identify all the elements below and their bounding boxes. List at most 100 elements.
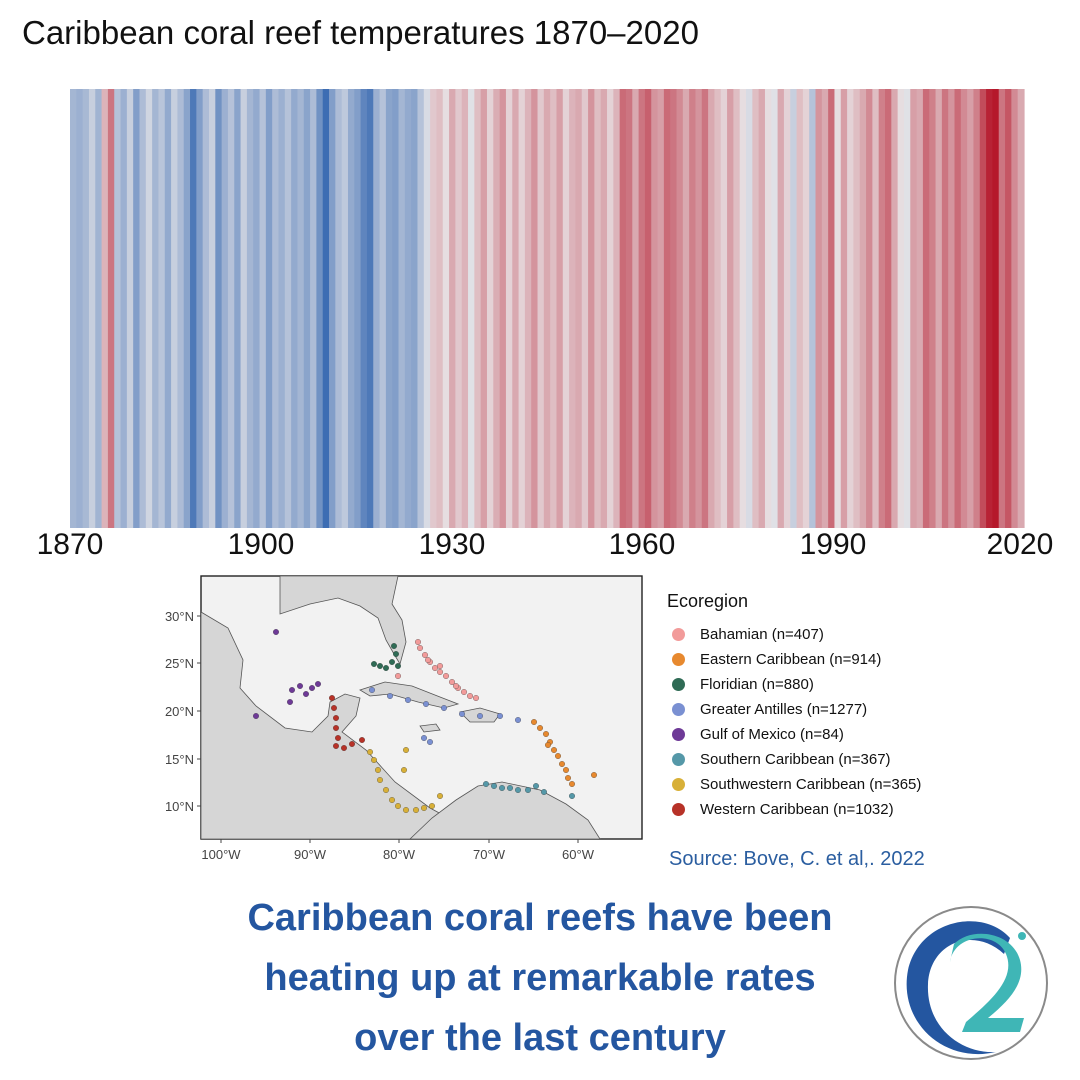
reef-site-point — [425, 657, 431, 663]
reef-site-point — [563, 767, 569, 773]
legend-item: Eastern Caribbean (n=914) — [672, 648, 881, 670]
legend-label: Gulf of Mexico (n=84) — [700, 725, 844, 743]
year-stripe — [101, 89, 109, 528]
year-stripe — [847, 89, 855, 528]
year-stripe — [651, 89, 659, 528]
year-stripe — [752, 89, 760, 528]
year-stripe — [676, 89, 684, 528]
year-stripe — [474, 89, 482, 528]
reef-site-point — [341, 745, 347, 751]
reef-site-point — [395, 663, 401, 669]
reef-site-point — [543, 731, 549, 737]
reef-site-point — [303, 691, 309, 697]
year-stripe — [670, 89, 678, 528]
reef-site-point — [371, 661, 377, 667]
year-stripe — [259, 89, 267, 528]
year-stripe — [373, 89, 381, 528]
reef-site-point — [331, 705, 337, 711]
year-stripe — [335, 89, 343, 528]
reef-site-point — [545, 742, 551, 748]
year-stripe — [133, 89, 141, 528]
year-stripe — [764, 89, 772, 528]
reef-site-point — [389, 797, 395, 803]
reef-site-point — [369, 687, 375, 693]
reef-site-point — [309, 685, 315, 691]
year-stripe — [234, 89, 242, 528]
year-stripe — [929, 89, 937, 528]
year-stripe — [821, 89, 829, 528]
map-lon-label: 100°W — [201, 847, 241, 862]
legend-swatch — [672, 652, 685, 666]
year-stripe — [215, 89, 223, 528]
year-stripe — [240, 89, 248, 528]
year-stripe — [866, 89, 873, 528]
year-stripe — [442, 89, 450, 528]
year-stripe — [872, 89, 880, 528]
year-stripe — [903, 89, 911, 528]
reef-site-point — [367, 749, 373, 755]
map-lon-label: 90°W — [294, 847, 327, 862]
year-stripe — [404, 89, 412, 528]
year-stripe — [303, 89, 311, 528]
year-stripe — [960, 89, 968, 528]
reef-site-point — [437, 663, 443, 669]
year-stripe — [272, 89, 280, 528]
year-stripe — [562, 89, 570, 528]
reef-site-point — [349, 741, 355, 747]
legend-label: Western Caribbean (n=1032) — [700, 800, 894, 818]
map-lat-label: 15°N — [165, 752, 194, 767]
year-stripe — [891, 89, 899, 528]
reef-site-point — [473, 695, 479, 701]
x-tick-label: 2020 — [986, 528, 1054, 561]
year-stripe — [790, 89, 798, 528]
reef-site-point — [413, 807, 419, 813]
reef-site-point — [531, 719, 537, 725]
year-stripe — [202, 89, 210, 528]
year-stripe — [581, 89, 589, 528]
year-stripe — [834, 89, 842, 528]
legend-label: Greater Antilles (n=1277) — [700, 700, 868, 718]
legend-label: Bahamian (n=407) — [700, 625, 824, 643]
reef-site-point — [297, 683, 303, 689]
map-lon-label: 60°W — [562, 847, 595, 862]
year-stripe — [398, 89, 406, 528]
year-stripe — [120, 89, 128, 528]
land-cuba — [359, 681, 460, 709]
year-stripe — [973, 89, 981, 528]
year-stripe — [126, 89, 134, 528]
year-stripe — [815, 89, 823, 528]
year-stripe — [935, 89, 943, 528]
year-stripe — [518, 89, 526, 528]
reef-site-point — [443, 673, 449, 679]
year-stripe — [758, 89, 766, 528]
year-stripe — [430, 89, 438, 528]
year-stripe — [505, 89, 513, 528]
year-stripe — [948, 89, 956, 528]
year-stripe — [190, 89, 197, 528]
reef-site-point — [371, 757, 377, 763]
reef-site-point — [525, 787, 531, 793]
legend-item: Western Caribbean (n=1032) — [672, 798, 894, 820]
year-stripe — [600, 89, 608, 528]
year-stripe — [246, 89, 254, 528]
year-stripe — [253, 89, 261, 528]
year-stripe — [701, 89, 709, 528]
map-lon-label: 80°W — [383, 847, 416, 862]
year-stripe — [297, 89, 305, 528]
reef-site-point — [403, 807, 409, 813]
year-stripe — [682, 89, 690, 528]
year-stripe — [663, 89, 671, 528]
reef-site-point — [551, 747, 557, 753]
reef-site-point — [391, 643, 397, 649]
reef-site-point — [515, 717, 521, 723]
caption-line: Caribbean coral reefs have been — [247, 897, 833, 939]
legend-label: Southern Caribbean (n=367) — [700, 750, 891, 768]
legend-swatch — [672, 752, 685, 766]
year-stripe — [423, 89, 431, 528]
legend-label: Floridian (n=880) — [700, 675, 814, 693]
year-stripe — [329, 89, 336, 528]
map-lat-label: 20°N — [165, 704, 194, 719]
legend-swatch — [672, 727, 685, 741]
legend-item: Southern Caribbean (n=367) — [672, 748, 891, 770]
reef-site-point — [422, 652, 428, 658]
